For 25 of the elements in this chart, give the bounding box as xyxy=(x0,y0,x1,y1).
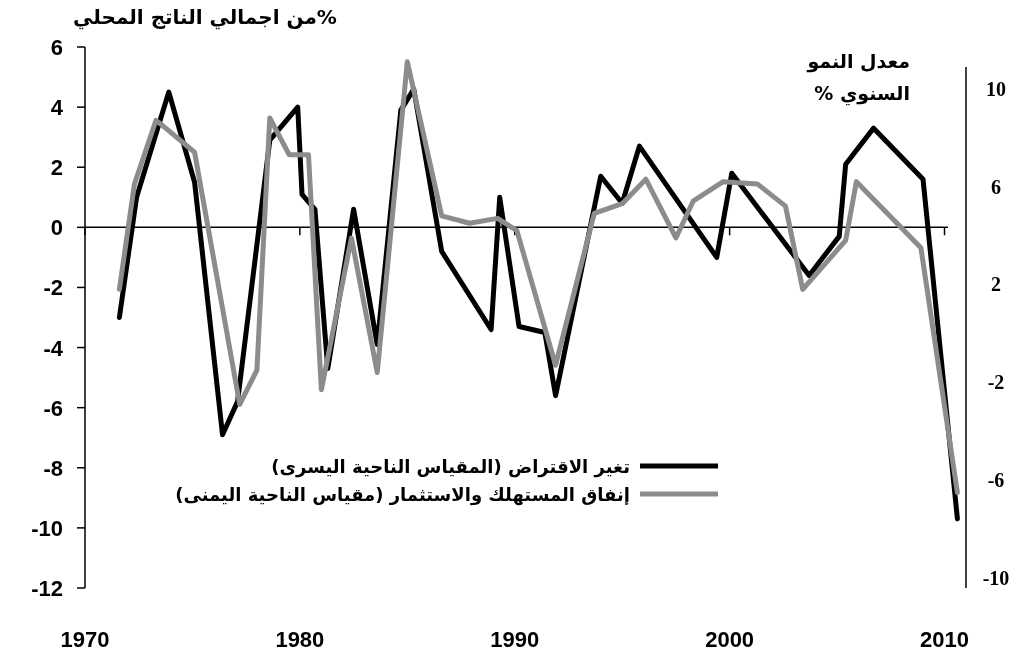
y2-tick-label: 2 xyxy=(991,273,1001,296)
y-tick-label: 2 xyxy=(50,155,63,181)
x-tick-label: 1990 xyxy=(490,627,540,652)
y-tick-label: 0 xyxy=(50,215,63,241)
x-tick-label: 2000 xyxy=(705,627,755,652)
y-tick-label: -6 xyxy=(43,395,63,421)
y-tick-label: -12 xyxy=(31,576,63,601)
y-tick-label: -4 xyxy=(43,335,64,361)
y2-tick-label: -10 xyxy=(982,567,1010,590)
y2-tick-label: -6 xyxy=(987,469,1005,492)
y2-tick-label: 6 xyxy=(991,175,1001,198)
legend-label: تغير الاقتراض (المقياس الناحية اليسرى) xyxy=(270,455,630,480)
y-tick-label: 4 xyxy=(50,95,64,121)
x-tick-label: 1970 xyxy=(60,627,110,652)
y2-tick-label: -2 xyxy=(987,371,1005,394)
y-tick-label: 6 xyxy=(50,35,63,60)
x-tick-label: 2010 xyxy=(920,627,969,652)
y-tick-label: -10 xyxy=(31,515,63,541)
y-tick-label: -2 xyxy=(43,275,63,301)
y2-axis-title: معدل النمو السنوي % xyxy=(805,49,910,108)
x-tick-label: 1980 xyxy=(275,627,325,652)
legend-label: إنفاق المستهلك والاستثمار (مقياس الناحية اليمنى) xyxy=(174,483,630,508)
y-axis-title: %من اجمالي الناتج المحلي xyxy=(73,5,337,30)
y-tick-label: -8 xyxy=(43,455,63,481)
y2-tick-label: 10 xyxy=(986,77,1006,100)
